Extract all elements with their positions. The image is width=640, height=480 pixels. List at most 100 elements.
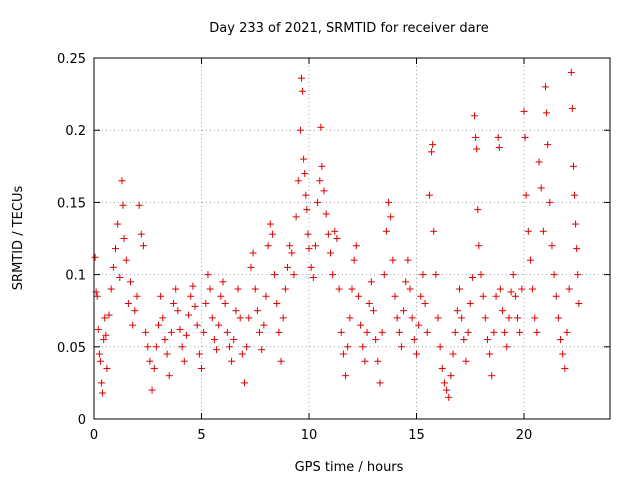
- data-point: [200, 328, 208, 336]
- data-point: [537, 184, 545, 192]
- data-point: [468, 273, 476, 281]
- data-point: [284, 263, 291, 271]
- data-point: [554, 314, 562, 322]
- data-point: [342, 372, 350, 380]
- data-point: [302, 191, 310, 199]
- data-point: [544, 141, 552, 149]
- data-point: [161, 336, 169, 344]
- data-point: [495, 144, 503, 152]
- data-point: [486, 350, 494, 358]
- data-point: [445, 393, 453, 401]
- data-point: [317, 123, 325, 131]
- data-point: [271, 271, 279, 279]
- data-point: [165, 372, 173, 380]
- data-point: [400, 307, 408, 315]
- data-point: [253, 307, 261, 315]
- data-point: [119, 201, 127, 209]
- data-point: [157, 292, 165, 300]
- data-point: [514, 314, 522, 322]
- data-point: [357, 321, 365, 329]
- data-point: [561, 364, 569, 372]
- data-point: [503, 343, 511, 351]
- data-point: [492, 292, 500, 300]
- data-point: [133, 292, 141, 300]
- data-point: [112, 245, 119, 253]
- y-tick-label: 0.15: [57, 196, 86, 211]
- data-point: [462, 357, 470, 365]
- data-point: [472, 133, 480, 141]
- data-point: [245, 314, 253, 322]
- data-point: [301, 170, 309, 178]
- y-tick-label: 0.1: [65, 269, 86, 284]
- data-point: [318, 162, 326, 170]
- data-point: [425, 191, 433, 199]
- grid-lines: [94, 58, 610, 419]
- data-point: [436, 343, 444, 351]
- data-point: [518, 285, 526, 293]
- data-point: [574, 271, 582, 279]
- data-point: [575, 299, 583, 307]
- data-point: [225, 343, 233, 351]
- data-point: [552, 292, 560, 300]
- data-point: [264, 242, 272, 250]
- y-axis-ticks: 0 0.05 0.1 0.15 0.2 0.25: [57, 52, 610, 428]
- data-point: [481, 314, 489, 322]
- data-point: [501, 328, 509, 336]
- data-point: [116, 273, 124, 281]
- data-point: [292, 213, 300, 221]
- data-point: [96, 357, 104, 365]
- y-tick-label: 0.25: [57, 52, 86, 67]
- data-point: [204, 271, 212, 279]
- data-point: [380, 271, 388, 279]
- data-point: [172, 285, 180, 293]
- data-point: [127, 278, 135, 286]
- data-point: [296, 126, 304, 134]
- data-point: [105, 311, 113, 319]
- data-point: [524, 227, 532, 235]
- data-point: [516, 328, 524, 336]
- data-point: [329, 271, 337, 279]
- data-point: [286, 242, 294, 250]
- data-point: [260, 321, 268, 329]
- data-point: [559, 350, 567, 358]
- data-point: [185, 311, 193, 319]
- data-point: [374, 357, 382, 365]
- data-point: [339, 350, 347, 358]
- data-point: [367, 278, 375, 286]
- data-point: [131, 307, 139, 315]
- data-point: [363, 328, 371, 336]
- data-point: [331, 227, 339, 235]
- data-point: [279, 314, 287, 322]
- data-point: [477, 271, 485, 279]
- data-point: [417, 292, 425, 300]
- data-point: [546, 198, 554, 206]
- data-point: [333, 235, 341, 242]
- data-point: [93, 292, 101, 300]
- data-point: [109, 263, 117, 271]
- data-point: [148, 386, 156, 394]
- data-point: [522, 191, 530, 199]
- data-point: [327, 249, 334, 257]
- data-point: [429, 141, 437, 149]
- data-point: [471, 112, 479, 120]
- data-point: [382, 227, 390, 235]
- data-point: [202, 299, 210, 307]
- data-point: [241, 379, 248, 387]
- data-point: [232, 307, 240, 315]
- x-tick-label: 5: [197, 428, 205, 443]
- data-point: [238, 350, 246, 358]
- data-point: [262, 292, 270, 300]
- data-point: [94, 325, 102, 333]
- data-point: [397, 343, 405, 351]
- data-point: [243, 343, 251, 351]
- data-point: [180, 357, 188, 365]
- data-point: [548, 242, 556, 250]
- y-tick-label: 0.05: [57, 341, 86, 356]
- x-tick-label: 20: [516, 428, 533, 443]
- y-axis-label: SRMTID / TECUs: [11, 186, 26, 291]
- data-point: [496, 285, 504, 293]
- data-point: [266, 220, 274, 228]
- data-point: [137, 230, 145, 238]
